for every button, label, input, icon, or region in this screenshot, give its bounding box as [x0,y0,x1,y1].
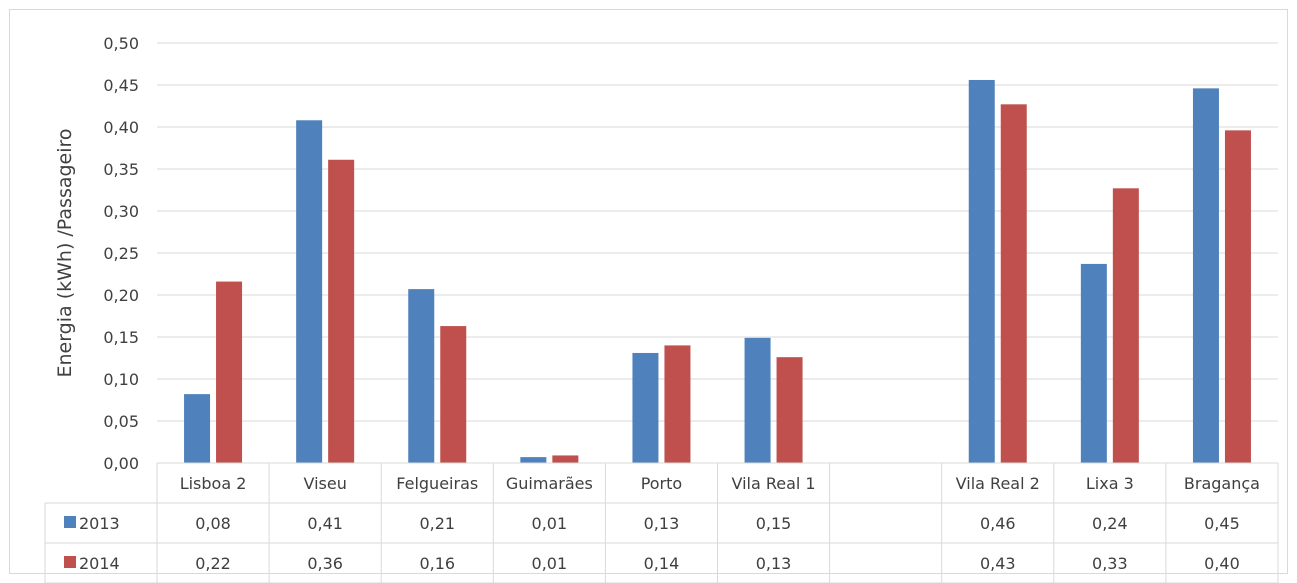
legend-swatch-2014 [64,556,76,568]
bar-2014 [776,357,803,463]
y-tick-label: 0,45 [103,76,139,95]
bar-2013 [1192,88,1219,464]
y-tick-label: 0,00 [103,454,139,473]
y-tick-label: 0,25 [103,244,139,263]
y-tick-label: 0,30 [103,202,139,221]
category-label: Porto [641,474,683,493]
y-tick-label: 0,10 [103,370,139,389]
bar-2013 [408,289,435,463]
data-label: 0,40 [1204,554,1240,573]
y-tick-label: 0,50 [103,34,139,53]
category-label: Viseu [303,474,346,493]
bar-2013 [744,337,771,463]
data-label: 0,45 [1204,514,1240,533]
bar-2013 [632,352,659,463]
bar-2013 [520,457,547,463]
data-label: 0,01 [532,554,568,573]
bar-2014 [216,281,243,463]
data-label: 0,24 [1092,514,1128,533]
bar-2013 [1080,263,1107,463]
legend-swatch-2013 [64,516,76,528]
y-tick-label: 0,15 [103,328,139,347]
y-axis-ticks: 0,00 0,05 0,10 0,15 0,20 0,25 0,30 0,35 0,40 0,45… [103,34,139,473]
category-label: Lisboa 2 [180,474,247,493]
category-label: Vila Real 1 [731,474,815,493]
data-label: 0,21 [419,514,455,533]
category-label: Felgueiras [396,474,478,493]
data-label: 0,13 [644,514,680,533]
data-label: 0,16 [419,554,455,573]
gridlines [157,42,1278,464]
y-axis-label: Energia (kWh) /Passageiro [54,128,76,377]
bar-2014 [664,345,691,463]
data-label: 0,08 [195,514,231,533]
bar-2014 [552,455,579,463]
bars [184,79,1251,464]
data-label: 0,43 [980,554,1016,573]
category-label: Guimarães [506,474,593,493]
bar-2014 [1112,188,1139,463]
y-tick-label: 0,40 [103,118,139,137]
data-label: 0,36 [307,554,343,573]
data-label: 0,41 [307,514,343,533]
bar-2013 [968,79,995,464]
bar-2014 [440,326,467,463]
data-table: Lisboa 2 Viseu Felgueiras Guimarães Porto Vil… [44,462,1279,583]
chart-frame [9,9,1288,574]
category-label: Vila Real 2 [956,474,1040,493]
bar-2013 [184,394,211,463]
y-tick-label: 0,35 [103,160,139,179]
category-label: Bragança [1184,474,1260,493]
data-label: 0,14 [644,554,680,573]
y-tick-label: 0,20 [103,286,139,305]
data-label: 0,15 [756,514,792,533]
bar-2013 [296,120,323,463]
data-label: 0,22 [195,554,231,573]
data-label: 0,13 [756,554,792,573]
data-label: 0,46 [980,514,1016,533]
bar-2014 [1000,104,1027,463]
category-label: Lixa 3 [1086,474,1134,493]
legend-label: 2013 [79,514,120,533]
data-label: 0,33 [1092,554,1128,573]
data-label: 0,01 [532,514,568,533]
legend-label: 2014 [79,554,120,573]
bar-2014 [328,159,355,463]
bar-2014 [1224,130,1251,464]
y-tick-label: 0,05 [103,412,139,431]
